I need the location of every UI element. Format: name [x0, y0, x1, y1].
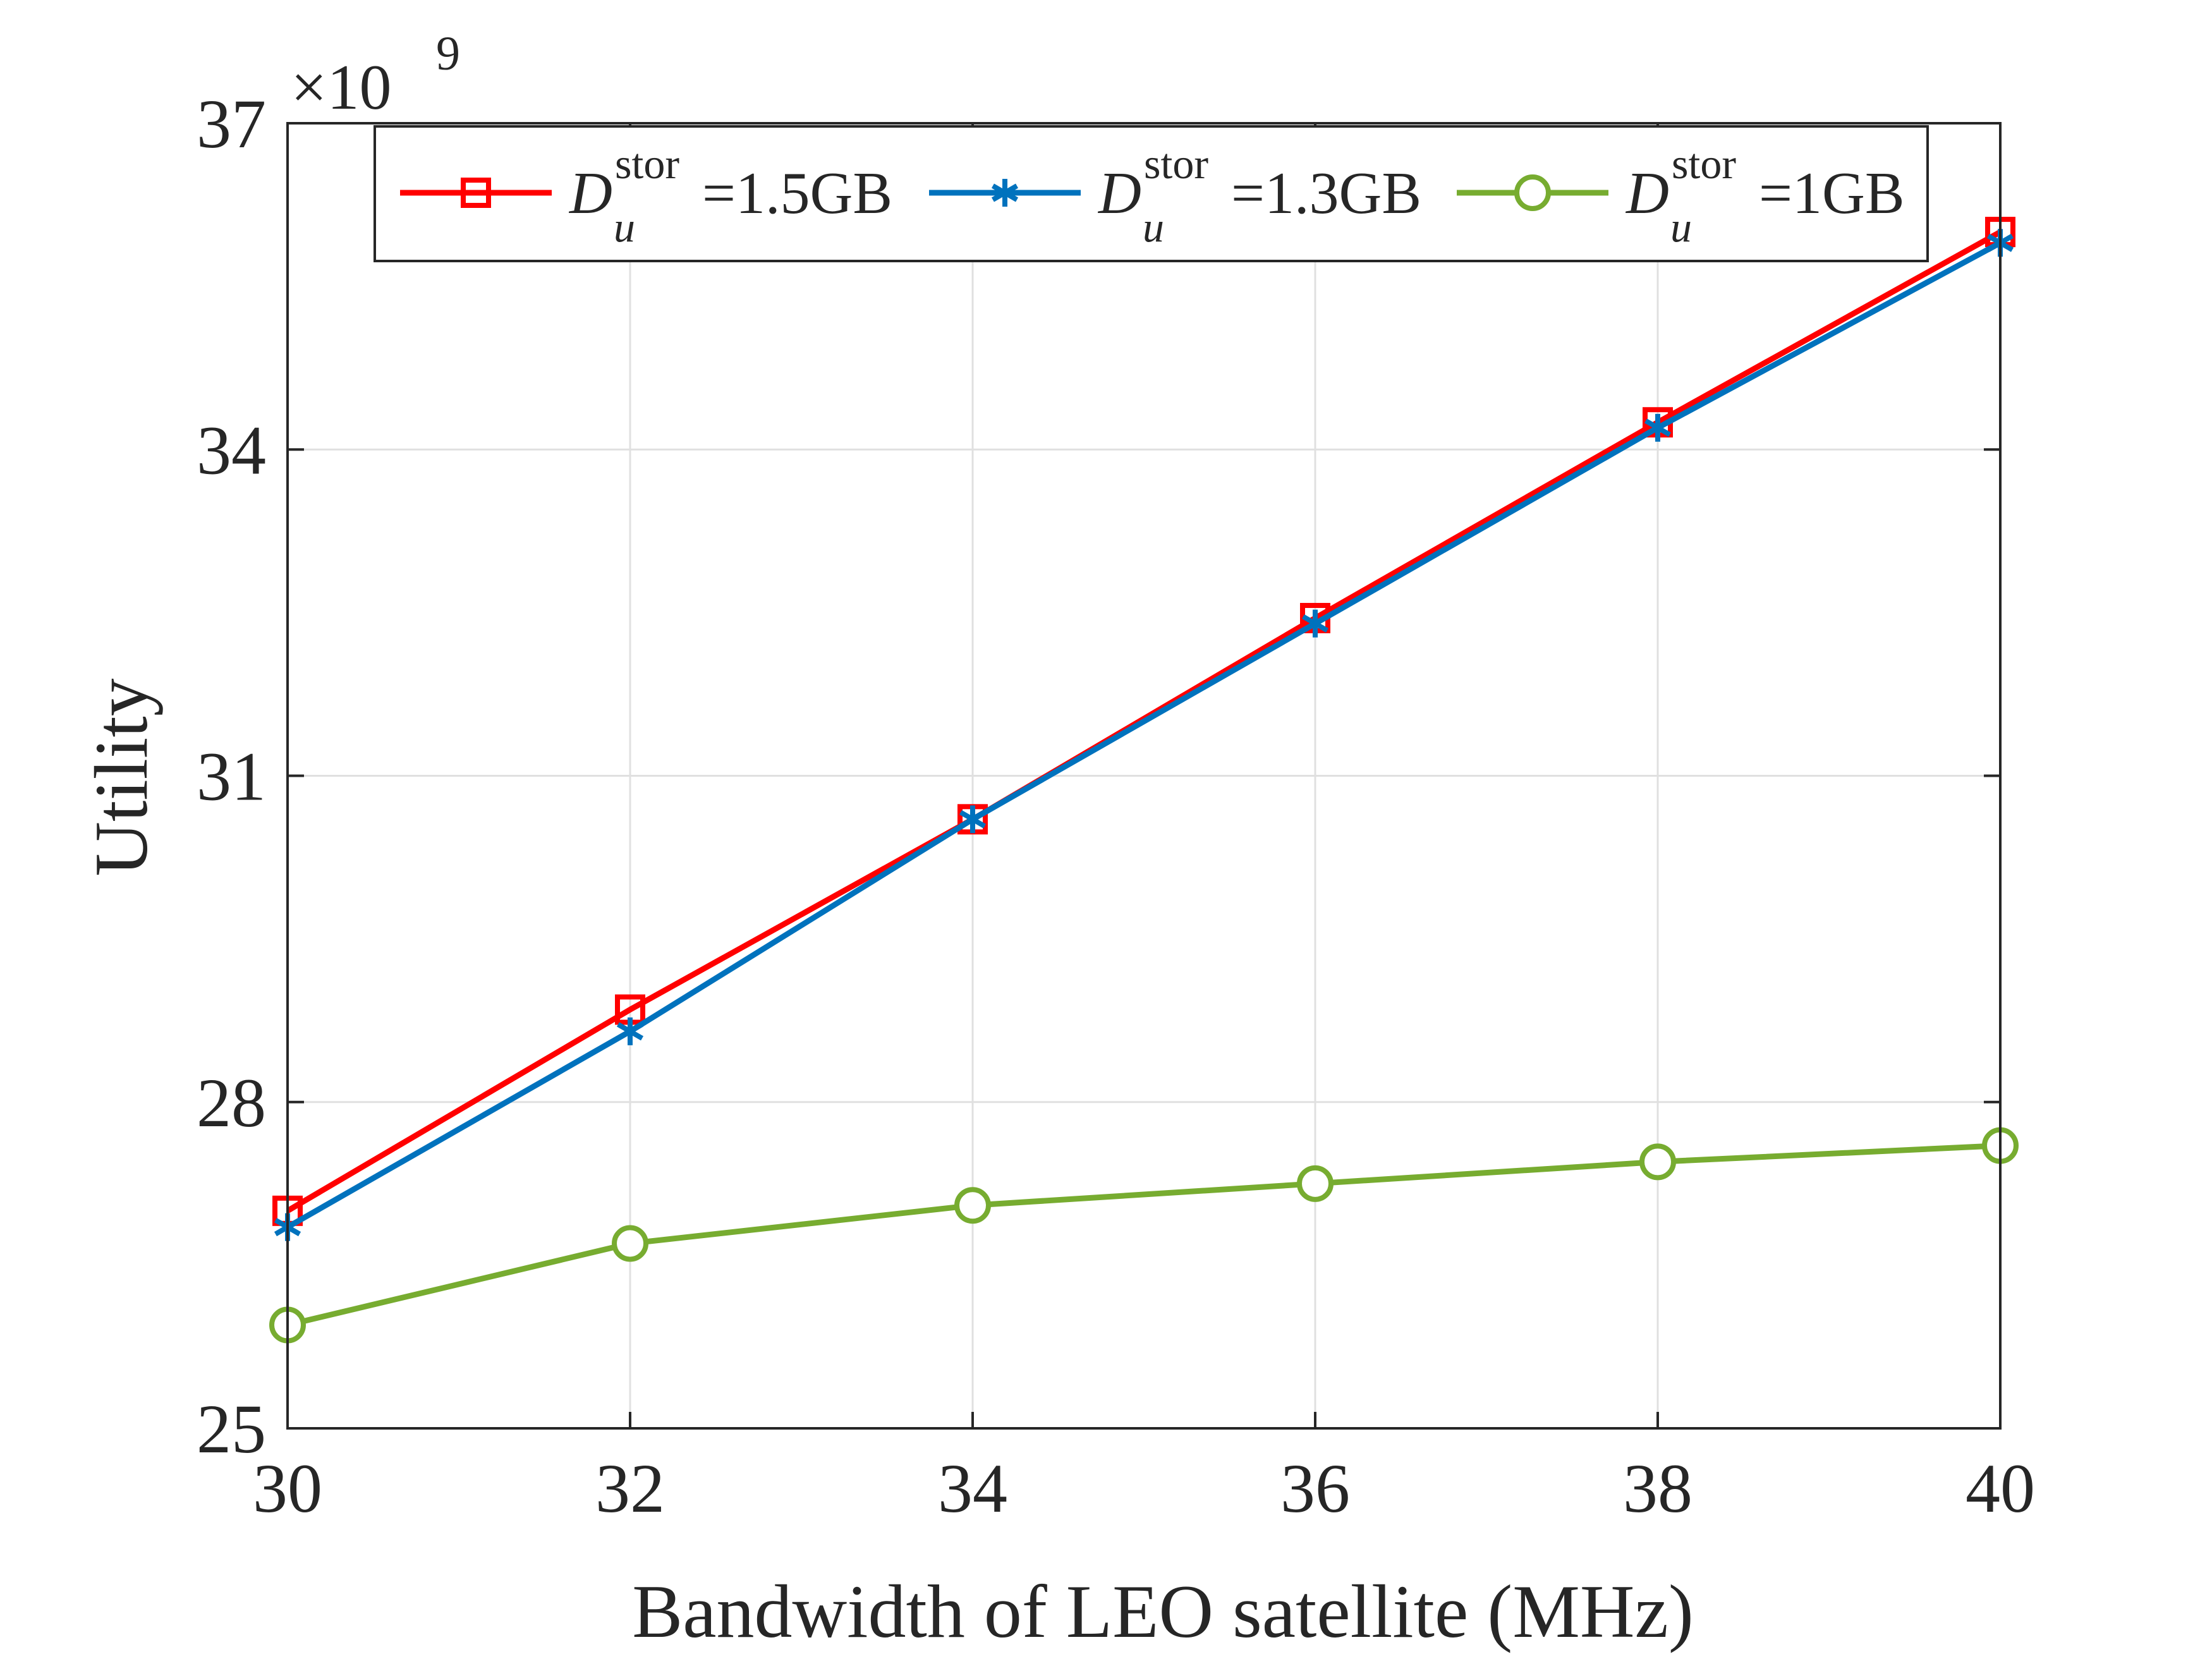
asterisk-stroke: [959, 810, 987, 829]
y-tick-label: 34: [197, 411, 266, 489]
legend-label-main: D: [1097, 161, 1141, 226]
tick-labels: 30 32 34 36 38 40 25 28 31 34 37: [197, 85, 2035, 1527]
x-tick-label: 30: [253, 1450, 322, 1527]
y-axis-label: Utility: [79, 678, 163, 876]
y-tick-label: 28: [197, 1064, 266, 1141]
legend-label-sub: u: [1143, 203, 1164, 251]
legend-label-value: =1.5GB: [702, 161, 892, 226]
asterisk-stroke: [1301, 614, 1329, 633]
marker-circle: [1297, 1165, 1334, 1202]
y-exponent-base: ×10: [291, 52, 392, 123]
marker-asterisk: [991, 179, 1019, 207]
legend-label-main: D: [568, 161, 612, 226]
marker-square: [461, 178, 491, 208]
x-tick-label: 36: [1280, 1450, 1350, 1527]
marker-circle: [1514, 174, 1551, 211]
y-exponent-power: 9: [436, 27, 460, 80]
y-tick-label: 25: [197, 1390, 266, 1468]
legend-label-sup: stor: [1672, 140, 1736, 188]
legend-label-main: D: [1625, 161, 1669, 226]
asterisk-stroke: [1644, 418, 1672, 437]
legend-label-sup: stor: [1144, 140, 1208, 188]
x-tick-label: 34: [938, 1450, 1007, 1527]
legend-label-sup: stor: [615, 140, 679, 188]
y-tick-label: 31: [197, 738, 266, 815]
marker-asterisk: [959, 805, 987, 834]
y-tick-label: 37: [197, 85, 266, 162]
asterisk-stroke: [991, 183, 1019, 202]
series-line: [286, 1143, 2001, 1328]
asterisk-stroke: [616, 1022, 644, 1041]
marker-circle: [954, 1187, 991, 1224]
legend-label-value: =1GB: [1759, 161, 1905, 226]
x-tick-label: 38: [1623, 1450, 1692, 1527]
marker-circle: [1639, 1143, 1676, 1181]
x-axis-label: Bandwidth of LEO satellite (MHz): [632, 1569, 1694, 1653]
x-tick-label: 40: [1966, 1450, 2035, 1527]
marker-circle: [612, 1225, 648, 1262]
legend-label-sub: u: [614, 203, 635, 251]
marker-asterisk: [616, 1017, 644, 1045]
marker-asterisk: [1301, 609, 1329, 638]
legend-label-value: =1.3GB: [1231, 161, 1421, 226]
x-tick-label: 32: [595, 1450, 665, 1527]
legend-box: [374, 125, 1929, 262]
marker-asterisk: [1644, 413, 1672, 442]
legend-label-sub: u: [1670, 203, 1692, 251]
series-2: [269, 1127, 2019, 1344]
series-line: [286, 240, 2002, 1230]
